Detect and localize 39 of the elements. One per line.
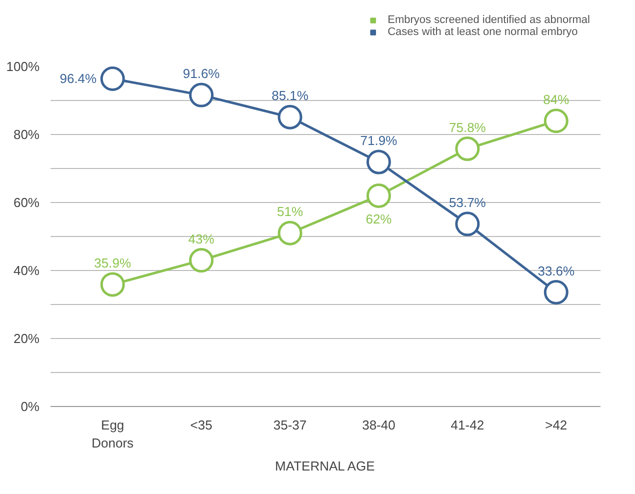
y-tick-label: 100% <box>6 59 40 74</box>
x-tick-label: 38-40 <box>362 418 396 432</box>
point <box>455 136 480 162</box>
data-label: 96.4% <box>60 71 98 86</box>
point <box>189 248 214 273</box>
data-label: 33.6% <box>538 263 576 278</box>
data-label: 71.9% <box>360 133 398 148</box>
data-label: 35.9% <box>94 255 132 270</box>
y-tick-label: 0% <box>20 399 40 414</box>
point <box>278 104 302 130</box>
data-label: 91.6% <box>182 66 220 82</box>
data-label: 53.7% <box>449 194 486 210</box>
x-tick-label: Egg Donors <box>92 418 134 450</box>
x-axis-title: MATERNAL AGE <box>275 458 376 474</box>
data-label: 75.8% <box>449 120 486 135</box>
x-tick-label: 35-37 <box>273 418 307 432</box>
point <box>100 66 125 91</box>
data-label: 62% <box>366 212 392 227</box>
point <box>100 272 125 297</box>
y-tick-label: 80% <box>13 127 40 142</box>
data-label: 85.1% <box>272 88 309 104</box>
data-label: 84% <box>543 92 570 107</box>
y-tick-label: 20% <box>13 331 40 346</box>
data-label: 51% <box>277 204 304 220</box>
point <box>278 220 302 246</box>
point <box>544 108 568 134</box>
point <box>544 280 568 304</box>
legend-label: Embryos screened identified as abnormal <box>388 14 590 26</box>
data-label: 43% <box>188 231 215 246</box>
point <box>189 82 214 108</box>
x-tick-label: >42 <box>545 418 568 432</box>
y-tick-label: 60% <box>13 195 40 210</box>
point <box>366 150 391 174</box>
y-tick-label: 40% <box>13 263 40 278</box>
point <box>366 183 391 208</box>
x-tick-label: 41-42 <box>450 418 484 432</box>
point <box>455 212 480 236</box>
legend-label: Cases with at least one normal embryo <box>388 26 578 38</box>
x-tick-label: <35 <box>190 418 212 432</box>
